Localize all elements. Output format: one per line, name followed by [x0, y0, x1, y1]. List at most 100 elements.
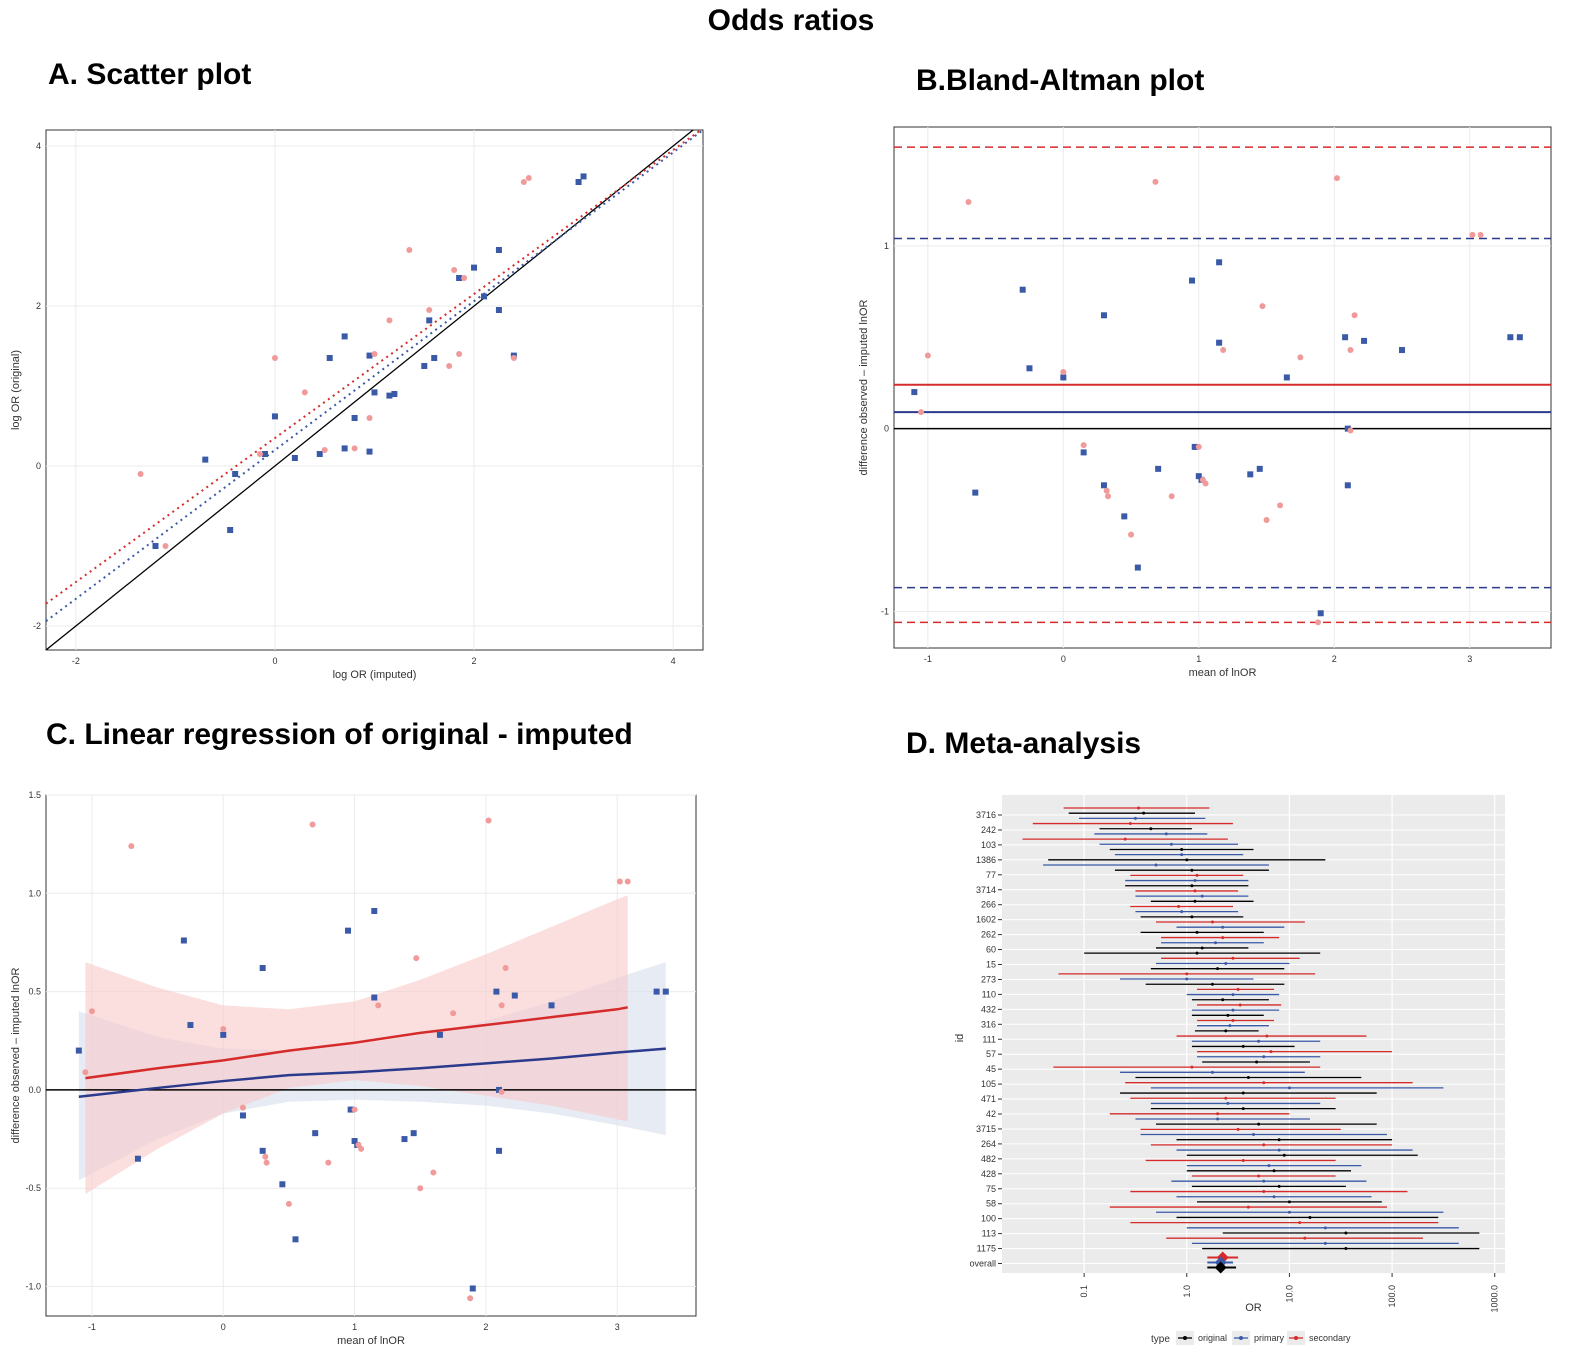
forest-legend-title: type: [1151, 1334, 1170, 1345]
regression-point-secondary: [502, 965, 509, 972]
regression-point-primary: [496, 1147, 503, 1154]
regression-x-tick-label: 0: [221, 1322, 226, 1332]
forest-estimate-primary: [1210, 1070, 1214, 1074]
forest-estimate-primary: [1214, 941, 1218, 945]
bland-altman-point-secondary: [1277, 502, 1284, 509]
scatter-point-secondary: [371, 351, 378, 357]
forest-estimate-original: [1241, 1044, 1245, 1048]
scatter-point-secondary: [446, 363, 453, 369]
bland-altman-point-primary: [1155, 465, 1162, 472]
regression-point-primary: [134, 1155, 141, 1162]
scatter-y-tick-label: 2: [36, 301, 41, 311]
forest-estimate-primary: [1272, 1195, 1276, 1199]
forest-y-tick-label: overall: [969, 1259, 996, 1269]
forest-y-tick-label: 77: [986, 870, 996, 880]
forest-y-tick-label: 111: [982, 1034, 996, 1044]
bland-altman-point-secondary: [1347, 347, 1354, 354]
bland-altman-point-primary: [1189, 277, 1196, 284]
forest-estimate-secondary: [1128, 822, 1132, 826]
forest-estimate-original: [1241, 1107, 1245, 1111]
forest-estimate-original: [1210, 982, 1214, 986]
forest-estimate-secondary: [1123, 837, 1127, 841]
scatter-point-primary: [391, 391, 398, 397]
regression-point-primary: [220, 1031, 227, 1038]
regression-secondary-fit-line: [85, 1006, 628, 1080]
regression-point-primary: [371, 994, 378, 1001]
regression-secondary-fit-band: [85, 895, 628, 1195]
forest-y-tick-label: 60: [986, 945, 996, 955]
forest-estimate-original: [1277, 1138, 1281, 1142]
forest-y-tick-label: 264: [981, 1139, 996, 1149]
forest-estimate-original: [1257, 1122, 1261, 1126]
regression-y-tick-label: 0.5: [28, 987, 41, 997]
forest-estimate-primary: [1262, 1055, 1266, 1059]
forest-estimate-secondary: [1262, 1190, 1266, 1194]
scatter-point-secondary: [456, 351, 463, 357]
scatter-y-tick-label: 4: [36, 141, 41, 151]
bland-altman-point-primary: [1100, 312, 1107, 319]
regression-y-axis-title: difference observed – imputed lnOR: [10, 967, 22, 1143]
regression-point-primary: [187, 1022, 194, 1029]
forest-estimate-primary: [1133, 816, 1137, 820]
scatter-point-secondary: [525, 175, 532, 181]
forest-estimate-secondary: [1303, 1236, 1307, 1240]
forest-y-tick-label: 428: [981, 1169, 996, 1179]
bland-altman-point-primary: [1134, 564, 1141, 571]
regression-y-tick-label: 1.5: [28, 790, 41, 800]
forest-x-axis-title: OR: [1245, 1302, 1262, 1314]
bland-altman-point-primary: [1121, 513, 1128, 520]
forest-estimate-original: [1185, 858, 1189, 862]
regression-point-secondary: [285, 1200, 292, 1207]
forest-estimate-original: [1255, 1060, 1259, 1064]
regression-point-primary: [548, 1002, 555, 1009]
regression-point-secondary: [616, 878, 623, 885]
regression-point-primary: [410, 1130, 417, 1137]
scatter-point-secondary: [461, 275, 468, 281]
scatter-x-tick-label: 4: [671, 656, 676, 666]
scatter-point-secondary: [351, 445, 358, 452]
bland-altman-point-primary: [1019, 286, 1026, 293]
scatter-x-axis-title: log OR (imputed): [333, 669, 417, 681]
bland-altman-point-secondary: [1220, 347, 1227, 354]
forest-estimate-secondary: [1262, 1081, 1266, 1085]
scatter-point-primary: [316, 451, 323, 457]
regression-primary-fit-line: [78, 1047, 666, 1099]
forest-estimate-secondary: [1257, 1174, 1261, 1178]
bland-altman-point-primary: [1191, 443, 1198, 450]
forest-estimate-secondary: [1224, 1096, 1228, 1100]
forest-estimate-secondary: [1137, 806, 1141, 810]
scatter-point-secondary: [162, 543, 169, 549]
forest-estimate-original: [1246, 1076, 1250, 1080]
scatter-point-primary: [495, 247, 502, 253]
forest-x-tick-label: 1000.0: [1490, 1285, 1500, 1313]
forest-y-tick-label: 3716: [976, 810, 996, 820]
forest-y-tick-label: 1386: [976, 855, 996, 865]
bland-altman-point-secondary: [1195, 443, 1202, 450]
scatter-point-secondary: [366, 415, 373, 421]
bland-altman-point-secondary: [1263, 517, 1270, 524]
regression-point-primary: [180, 937, 187, 944]
forest-estimate-secondary: [1210, 920, 1214, 924]
forest-estimate-original: [1193, 899, 1197, 903]
forest-estimate-primary: [1221, 925, 1225, 929]
bland-altman-point-primary: [1361, 337, 1368, 344]
regression-point-primary: [279, 1181, 286, 1188]
forest-estimate-original: [1190, 868, 1194, 872]
forest-estimate-secondary: [1269, 1050, 1273, 1054]
forest-estimate-original: [1200, 946, 1204, 950]
regression-point-primary: [493, 988, 500, 995]
forest-estimate-secondary: [1236, 1127, 1240, 1131]
scatter-point-primary: [152, 543, 159, 549]
regression-x-tick-label: 1: [352, 1322, 357, 1332]
bland-altman-point-secondary: [1297, 354, 1304, 361]
plot-panel: [893, 126, 1552, 649]
scatter-point-secondary: [426, 307, 433, 313]
forest-estimate-primary: [1277, 1148, 1281, 1152]
regression-point-primary: [401, 1136, 408, 1143]
forest-y-tick-label: 262: [981, 930, 996, 940]
forest-estimate-primary: [1231, 993, 1235, 997]
forest-estimate-primary: [1180, 853, 1184, 857]
bland-altman-point-primary: [1256, 465, 1263, 472]
regression-point-primary: [347, 1106, 354, 1113]
regression-point-secondary: [309, 821, 316, 828]
